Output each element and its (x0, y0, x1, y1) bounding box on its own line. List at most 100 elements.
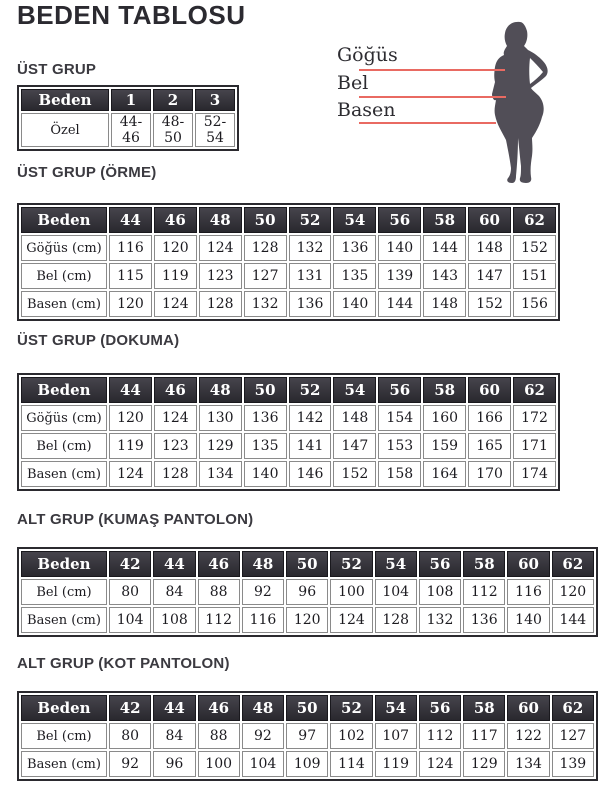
value-cell: 127 (551, 723, 594, 749)
value-cell: 139 (551, 751, 594, 777)
value-cell: 135 (243, 433, 287, 459)
header-size-cell: 60 (507, 551, 550, 577)
table-row: Bel (cm) 80 84 88 92 97 102 107 112 117 122 127 (21, 723, 594, 749)
header-label-cell: Beden (21, 551, 107, 577)
header-size-cell: 56 (418, 551, 462, 577)
header-label-cell: Beden (21, 89, 109, 111)
header-size-cell: 52 (288, 377, 332, 403)
measure-line-bel (359, 96, 506, 98)
value-cell: 116 (241, 607, 285, 633)
header-size-cell: 58 (463, 551, 506, 577)
value-cell: 112 (418, 723, 462, 749)
header-size-cell: 62 (551, 695, 594, 721)
value-cell: 148 (423, 291, 467, 317)
header-size-cell: 60 (468, 207, 512, 233)
header-size-cell: 2 (153, 89, 193, 111)
measure-line-gogus (359, 69, 505, 71)
table-header-row: Beden 44 46 48 50 52 54 56 58 60 62 (21, 377, 556, 403)
value-cell: 147 (333, 433, 377, 459)
value-cell: 136 (288, 291, 332, 317)
value-cell: 119 (109, 433, 152, 459)
value-cell: 147 (468, 263, 512, 289)
measure-label-gogus: Göğüs (337, 44, 398, 66)
value-cell: 119 (153, 263, 197, 289)
value-cell: 152 (468, 291, 512, 317)
value-cell: 100 (197, 751, 240, 777)
value-cell: 166 (468, 405, 512, 431)
header-size-cell: 60 (507, 695, 550, 721)
table-row: Göğüs (cm) 116 120 124 128 132 136 140 144 148 152 (21, 235, 556, 261)
header-size-cell: 54 (374, 695, 417, 721)
value-cell: 140 (507, 607, 550, 633)
header-size-cell: 48 (198, 377, 242, 403)
value-cell: 165 (468, 433, 512, 459)
value-cell: 140 (378, 235, 422, 261)
section-heading-ust-grup: ÜST GRUP (17, 61, 97, 78)
value-cell: 152 (333, 461, 377, 487)
value-cell: 112 (463, 579, 506, 605)
value-cell: 92 (241, 723, 285, 749)
value-cell: 128 (374, 607, 417, 633)
value-cell: 174 (513, 461, 556, 487)
section-heading-alt-grup-kot: ALT GRUP (KOT PANTOLON) (17, 655, 230, 672)
header-size-cell: 3 (195, 89, 235, 111)
value-cell: 144 (378, 291, 422, 317)
value-cell: 136 (243, 405, 287, 431)
value-cell: 139 (378, 263, 422, 289)
header-size-cell: 48 (198, 207, 242, 233)
value-cell: 143 (423, 263, 467, 289)
row-label-cell: Basen (cm) (21, 607, 107, 633)
value-cell: 44-46 (111, 113, 151, 147)
section-heading-alt-grup-kumas: ALT GRUP (KUMAŞ PANTOLON) (17, 511, 254, 528)
header-size-cell: 50 (243, 207, 287, 233)
value-cell: 109 (286, 751, 329, 777)
table-row: Bel (cm) 80 84 88 92 96 100 104 108 112 116 120 (21, 579, 594, 605)
value-cell: 116 (109, 235, 152, 261)
table-header-row: Beden 42 44 46 48 50 52 54 56 58 60 62 (21, 551, 594, 577)
value-cell: 164 (423, 461, 467, 487)
value-cell: 124 (109, 461, 152, 487)
measure-line-basen (359, 122, 496, 124)
value-cell: 134 (198, 461, 242, 487)
header-size-cell: 52 (288, 207, 332, 233)
value-cell: 84 (153, 579, 196, 605)
value-cell: 80 (109, 723, 152, 749)
header-size-cell: 48 (241, 551, 285, 577)
size-table-alt-grup-kot: Beden 42 44 46 48 50 52 54 56 58 60 62 Bel (cm) 80 84 8… (17, 691, 598, 781)
header-size-cell: 50 (243, 377, 287, 403)
value-cell: 96 (286, 579, 329, 605)
header-size-cell: 50 (286, 551, 329, 577)
row-label-cell: Basen (cm) (21, 291, 107, 317)
value-cell: 120 (551, 579, 594, 605)
header-size-cell: 52 (330, 695, 373, 721)
value-cell: 136 (463, 607, 506, 633)
value-cell: 115 (109, 263, 152, 289)
header-size-cell: 56 (378, 377, 422, 403)
value-cell: 136 (333, 235, 377, 261)
header-size-cell: 48 (241, 695, 285, 721)
value-cell: 92 (241, 579, 285, 605)
row-label-cell: Bel (cm) (21, 433, 107, 459)
table-row: Basen (cm) 104 108 112 116 120 124 128 132 136 140… (21, 607, 594, 633)
value-cell: 146 (288, 461, 332, 487)
header-size-cell: 62 (551, 551, 594, 577)
value-cell: 148 (468, 235, 512, 261)
value-cell: 104 (109, 607, 152, 633)
value-cell: 119 (374, 751, 417, 777)
value-cell: 116 (507, 579, 550, 605)
value-cell: 171 (513, 433, 556, 459)
size-table-ust-grup-orme: Beden 44 46 48 50 52 54 56 58 60 62 Göğüs (cm) 116 12… (17, 203, 560, 321)
size-table-alt-grup-kumas: Beden 42 44 46 48 50 52 54 56 58 60 62 Bel (cm) 80 84 8… (17, 547, 598, 637)
header-label-cell: Beden (21, 207, 107, 233)
header-size-cell: 54 (333, 377, 377, 403)
row-label-cell: Göğüs (cm) (21, 405, 107, 431)
header-size-cell: 54 (333, 207, 377, 233)
value-cell: 158 (378, 461, 422, 487)
woman-silhouette-icon (492, 21, 548, 183)
table-row: Bel (cm) 119 123 129 135 141 147 153 159 165 171 (21, 433, 556, 459)
value-cell: 135 (333, 263, 377, 289)
header-size-cell: 58 (463, 695, 506, 721)
header-size-cell: 42 (109, 695, 152, 721)
header-size-cell: 62 (513, 377, 556, 403)
header-size-cell: 58 (423, 377, 467, 403)
